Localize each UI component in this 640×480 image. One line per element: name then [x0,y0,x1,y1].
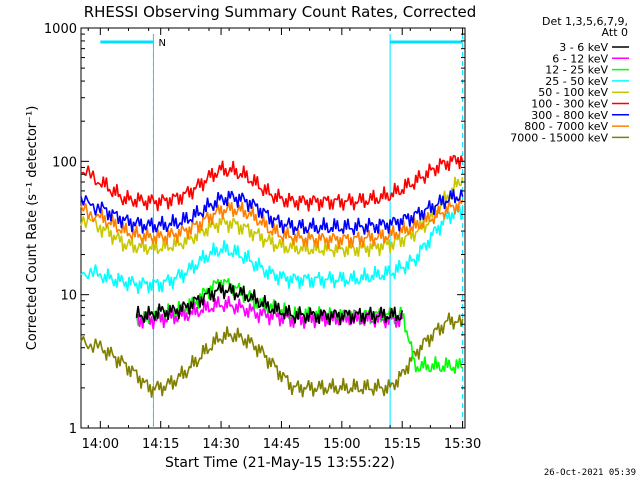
series-line-0 [135,281,403,326]
legend-label: 6 - 12 keV [552,52,608,65]
series-layer [80,154,464,398]
legend-label: 12 - 25 keV [545,64,608,77]
y-tick-label: 1000 [44,22,77,37]
night-label: N [158,38,165,49]
legend-label: 100 - 300 keV [531,98,608,111]
series-line-4 [80,176,464,258]
x-tick-label: 15:00 [323,437,360,452]
series-line-8 [80,312,464,398]
legend-header: Att 0 [602,26,628,39]
legend-label: 7000 - 15000 keV [510,131,608,144]
x-tick-label: 15:15 [383,437,420,452]
series-line-7 [80,197,464,250]
series-line-2 [135,278,464,374]
legend-label: 300 - 800 keV [531,109,608,122]
x-axis-label: Start Time (21-May-15 13:55:22) [165,455,395,471]
x-tick-label: 14:00 [82,437,119,452]
legend-label: 50 - 100 keV [538,86,608,99]
series-line-1 [135,295,403,330]
plot-frame [80,27,466,429]
legend-header: Det 1,3,5,6,7,9, [542,15,628,28]
legend-label: 800 - 7000 keV [524,120,608,133]
chart-title: RHESSI Observing Summary Count Rates, Co… [84,3,477,21]
series-line-5 [80,154,464,212]
y-tick-label: 1 [69,422,77,437]
x-tick-label: 14:15 [142,437,179,452]
series-line-3 [80,205,464,294]
y-axis-label: Corrected Count Rate (s⁻¹ detector⁻¹) [25,106,40,351]
legend-label: 25 - 50 keV [545,75,608,88]
y-tick-label: 10 [60,289,77,304]
series-line-6 [80,189,464,236]
x-tick-label: 14:45 [263,437,300,452]
y-tick-label: 100 [52,155,77,170]
x-tick-label: 14:30 [202,437,239,452]
axis-ticks: 14:00 14:15 14:30 14:45 15:00 15:15 15:30 1 10 10… [44,22,481,452]
footer-timestamp: 26-Oct-2021 05:39 [544,468,636,478]
legend-label: 3 - 6 keV [559,41,608,54]
x-tick-label: 15:30 [444,437,481,452]
